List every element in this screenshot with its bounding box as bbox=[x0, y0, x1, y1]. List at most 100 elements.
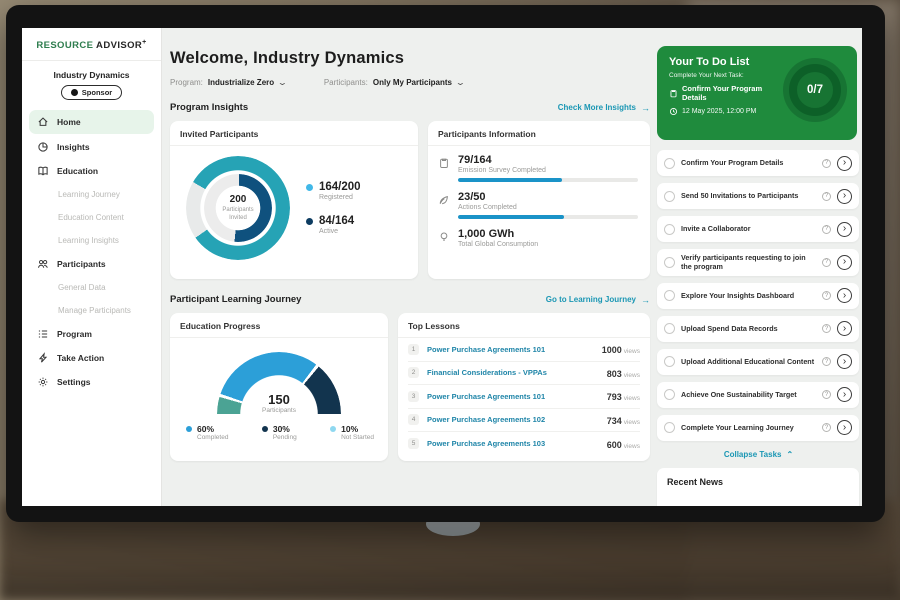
help-icon[interactable]: ? bbox=[822, 257, 831, 267]
donut-active-ring bbox=[204, 174, 272, 242]
todo-due-date: 12 May 2025, 12:00 PM bbox=[682, 108, 757, 115]
take-action-icon bbox=[37, 351, 49, 364]
sponsor-badge: Sponsor bbox=[60, 85, 123, 101]
education-progress-title: Education Progress bbox=[170, 313, 388, 338]
sidebar: RESOURCE ADVISOR+ Industry Dynamics Spon… bbox=[22, 28, 162, 506]
task-item[interactable]: Confirm Your Program Details ? › bbox=[657, 150, 859, 176]
lesson-rank: 1 bbox=[408, 343, 419, 355]
task-item[interactable]: Explore Your Insights Dashboard ? › bbox=[657, 282, 859, 309]
chevron-right-icon[interactable]: › bbox=[837, 321, 852, 337]
lesson-link[interactable]: Financial Considerations - VPPAs bbox=[427, 368, 547, 378]
task-item[interactable]: Upload Spend Data Records ? › bbox=[657, 315, 859, 342]
task-item[interactable]: Complete Your Learning Journey ? › bbox=[657, 414, 859, 441]
task-checkbox[interactable] bbox=[664, 223, 675, 235]
chevron-right-icon[interactable]: › bbox=[837, 354, 852, 370]
lesson-link[interactable]: Power Purchase Agreements 102 bbox=[427, 415, 546, 425]
help-icon[interactable]: ? bbox=[822, 224, 831, 234]
invited-participants-card: Invited Participants 200 Participants In… bbox=[170, 121, 418, 279]
legend-completed: 60% Completed bbox=[186, 424, 228, 441]
help-icon[interactable]: ? bbox=[822, 191, 831, 201]
task-checkbox[interactable] bbox=[664, 389, 675, 401]
chevron-right-icon[interactable]: › bbox=[837, 387, 852, 403]
participants-filter[interactable]: Participants: Only My Participants ⌄ bbox=[323, 77, 466, 87]
help-icon[interactable]: ? bbox=[822, 324, 831, 334]
legend-active: 84/164 Active bbox=[306, 215, 361, 235]
lesson-row: 1 Power Purchase Agreements 101 1000 view… bbox=[408, 338, 640, 362]
todo-title: Your To Do List bbox=[669, 56, 750, 68]
learning-journey-header: Participant Learning Journey Go to Learn… bbox=[170, 294, 650, 305]
clipboard-icon bbox=[669, 89, 678, 98]
home-icon bbox=[37, 116, 49, 128]
chevron-right-icon[interactable]: › bbox=[837, 288, 852, 304]
lesson-link[interactable]: Power Purchase Agreements 103 bbox=[427, 439, 546, 449]
lesson-link[interactable]: Power Purchase Agreements 101 bbox=[427, 391, 546, 401]
todo-summary-card: Your To Do List Complete Your Next Task:… bbox=[657, 46, 857, 140]
top-lessons-card: Top Lessons 1 Power Purchase Agreements … bbox=[398, 313, 650, 461]
lesson-row: 4 Power Purchase Agreements 102 734 views bbox=[408, 409, 640, 432]
program-filter[interactable]: Program: Industrialize Zero ⌄ bbox=[170, 77, 288, 87]
todo-column: Your To Do List Complete Your Next Task:… bbox=[655, 28, 862, 506]
sidebar-item-learning-journey[interactable]: Learning Journey bbox=[58, 189, 120, 199]
sidebar-item-education[interactable]: Education bbox=[22, 159, 161, 182]
chevron-right-icon[interactable]: › bbox=[837, 254, 852, 270]
sidebar-item-settings[interactable]: Settings bbox=[22, 370, 161, 393]
sponsor-dot-icon bbox=[70, 89, 78, 97]
sidebar-item-manage-participants[interactable]: Manage Participants bbox=[58, 305, 131, 315]
app-logo: RESOURCE ADVISOR+ bbox=[22, 28, 161, 62]
lesson-rank: 2 bbox=[408, 367, 419, 379]
task-checkbox[interactable] bbox=[664, 422, 675, 434]
legend-registered: 164/200 Registered bbox=[306, 181, 361, 201]
chevron-right-icon[interactable]: › bbox=[837, 188, 852, 204]
arrow-right-icon: → bbox=[641, 102, 650, 113]
sidebar-item-participants[interactable]: Participants bbox=[22, 252, 161, 275]
task-checkbox[interactable] bbox=[664, 290, 675, 302]
chevron-right-icon[interactable]: › bbox=[837, 155, 852, 171]
sidebar-item-learning-insights[interactable]: Learning Insights bbox=[58, 235, 119, 245]
task-checkbox[interactable] bbox=[664, 356, 675, 368]
gauge-center-value: 150 bbox=[268, 392, 290, 407]
chevron-right-icon[interactable]: › bbox=[837, 221, 852, 237]
help-icon[interactable]: ? bbox=[822, 291, 831, 301]
sidebar-item-general-data[interactable]: General Data bbox=[58, 282, 106, 292]
task-item[interactable]: Upload Additional Educational Content ? … bbox=[657, 348, 859, 375]
help-icon[interactable]: ? bbox=[822, 423, 831, 433]
learning-journey-title: Participant Learning Journey bbox=[170, 294, 302, 305]
dashboard-screen: RESOURCE ADVISOR+ Industry Dynamics Spon… bbox=[22, 28, 862, 506]
legend-not-started: 10% Not Started bbox=[330, 424, 374, 441]
survey-icon bbox=[438, 157, 450, 169]
actions-progressbar bbox=[458, 215, 638, 219]
help-icon[interactable]: ? bbox=[822, 158, 831, 168]
settings-icon bbox=[37, 376, 49, 388]
lesson-link[interactable]: Power Purchase Agreements 101 bbox=[427, 344, 546, 354]
sidebar-item-take-action[interactable]: Take Action bbox=[22, 346, 161, 369]
task-checkbox[interactable] bbox=[664, 256, 675, 268]
sidebar-item-home[interactable]: Home bbox=[29, 110, 154, 135]
task-checkbox[interactable] bbox=[664, 323, 675, 335]
task-list: Confirm Your Program Details ? › Send 50… bbox=[657, 150, 859, 441]
participants-information-card: Participants Information 79/164 Emission… bbox=[428, 121, 650, 279]
help-icon[interactable]: ? bbox=[822, 357, 831, 367]
task-checkbox[interactable] bbox=[664, 157, 675, 169]
active-dot-icon bbox=[306, 218, 313, 225]
task-item[interactable]: Achieve One Sustainability Target ? › bbox=[657, 381, 859, 408]
donut-legend: 164/200 Registered 84/164 Active bbox=[306, 181, 361, 235]
stat-emission-survey: 79/164 Emission Survey Completed bbox=[438, 154, 638, 182]
collapse-tasks-link[interactable]: Collapse Tasks ⌃ bbox=[723, 449, 794, 459]
todo-counter: 0/7 bbox=[807, 84, 823, 96]
sidebar-item-education-content[interactable]: Education Content bbox=[58, 212, 124, 222]
sidebar-item-program[interactable]: Program bbox=[22, 322, 161, 345]
insights-cards-row: Invited Participants 200 Participants In… bbox=[170, 121, 650, 279]
help-icon[interactable]: ? bbox=[822, 390, 831, 400]
todo-progress-ring: 0/7 bbox=[783, 58, 847, 122]
check-more-insights-link[interactable]: Check More Insights → bbox=[557, 102, 650, 113]
task-item[interactable]: Invite a Collaborator ? › bbox=[657, 216, 859, 242]
sidebar-item-insights[interactable]: Insights bbox=[22, 135, 161, 158]
lesson-row: 2 Financial Considerations - VPPAs 803 vi… bbox=[408, 362, 640, 385]
chevron-right-icon[interactable]: › bbox=[837, 420, 852, 436]
task-item[interactable]: Send 50 Invitations to Participants ? › bbox=[657, 183, 859, 209]
go-to-learning-journey-link[interactable]: Go to Learning Journey → bbox=[545, 294, 650, 305]
task-item[interactable]: Verify participants requesting to join t… bbox=[657, 249, 859, 276]
education-icon bbox=[37, 165, 49, 177]
lesson-rank: 4 bbox=[408, 414, 419, 426]
task-checkbox[interactable] bbox=[664, 190, 675, 202]
